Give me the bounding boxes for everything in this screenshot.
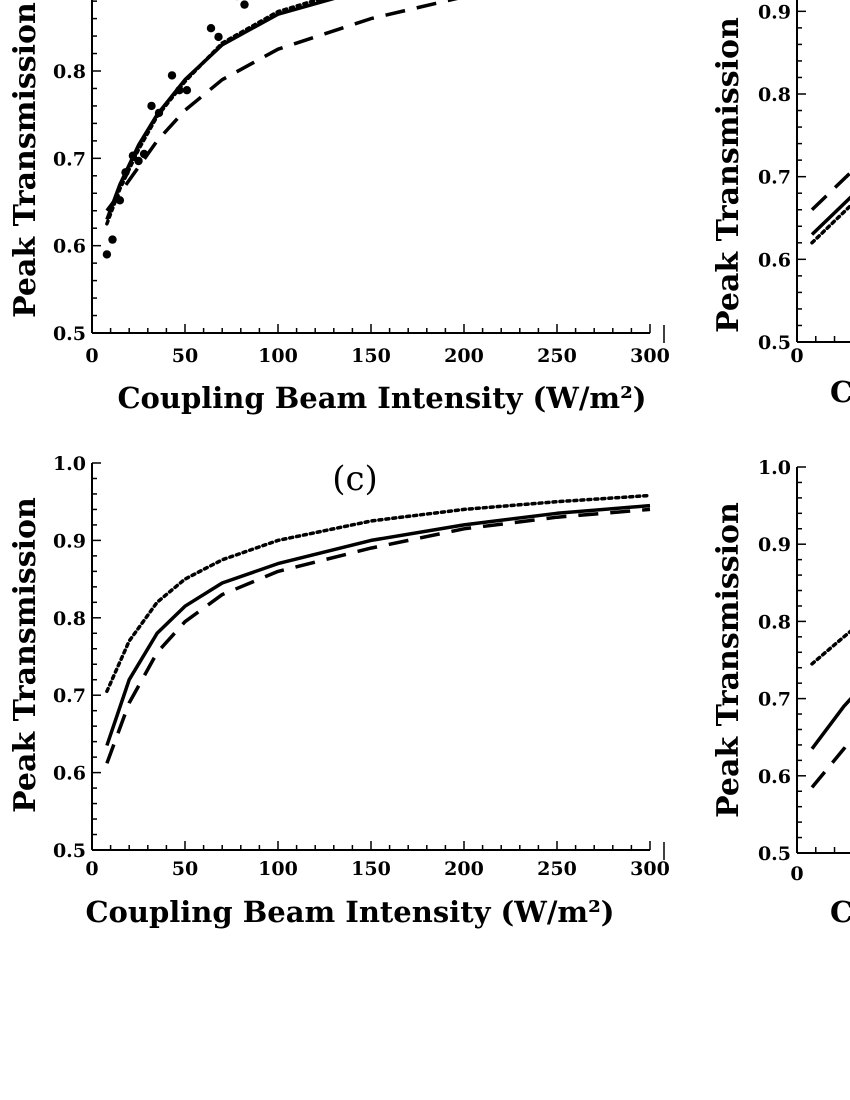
- panel-a-data-point: [115, 196, 125, 205]
- panel-a-data-point: [108, 235, 117, 244]
- panel-a-data-point: [182, 86, 192, 95]
- panel-c-y-tick-label: 0.5: [53, 840, 86, 862]
- panel-a-data-point: [134, 156, 143, 166]
- panel-b-y-tick-label: 0.7: [758, 167, 791, 189]
- panel-d-y-tick-label: 0.9: [758, 534, 791, 556]
- panel-b-series-dashed: [810, 170, 850, 211]
- panel-a-data-point: [167, 71, 177, 80]
- panel-c-y-tick-label: 0.8: [53, 608, 86, 630]
- panel-c-series-solid: [105, 503, 651, 747]
- panel-c-series-dotted: [105, 493, 652, 694]
- panel-c-y-tick-label: 0.6: [53, 763, 86, 785]
- panel-d-series-solid: [810, 697, 850, 750]
- panel-c-x-tick-label: 200: [444, 858, 484, 880]
- panel-d-x-tick-label: 0: [790, 863, 803, 885]
- panel-a-series-dashed: [105, 0, 459, 212]
- panel-c-x-axis-title: Coupling Beam Intensity (W/m²): [85, 895, 614, 929]
- panel-a-data-point: [240, 0, 249, 9]
- panel-a-data-point: [175, 86, 184, 95]
- panel-d-y-axis-title: Peak Transmission: [711, 502, 746, 818]
- panel-d-x-axis-title: C: [830, 895, 850, 929]
- panel-b-y-tick-label: 0.9: [758, 1, 791, 23]
- panel-a-x-tick-label: 250: [537, 345, 577, 367]
- panel-d-series-dashed: [810, 738, 850, 789]
- panel-d-y-tick-label: 0.5: [758, 843, 791, 865]
- panel-c-x-tick-label: 250: [537, 858, 577, 880]
- panel-c-x-tick-label: 0: [85, 858, 98, 880]
- panel-c-series-dashed: [105, 507, 651, 764]
- panel-a-series-dotted: [105, 0, 323, 226]
- panel-c-x-tick-label: 150: [351, 858, 391, 880]
- panel-d-series-dotted: [810, 629, 850, 666]
- panel-b-y-tick-label: 0.5: [758, 332, 791, 354]
- panel-a-x-tick-label: 100: [258, 345, 298, 367]
- panel-a-data-point: [206, 24, 216, 33]
- panel-a-y-tick-label: 0.7: [53, 148, 86, 170]
- panel-a-data-point: [139, 149, 149, 159]
- panel-a-data-point: [121, 168, 130, 177]
- panel-b-y-axis-title: Peak Transmission: [711, 17, 746, 333]
- panel-a-x-tick-label: 300: [630, 345, 670, 367]
- panel-b-series-dotted: [810, 203, 850, 245]
- panel-b-y-tick-label: 0.6: [758, 249, 791, 271]
- panel-c-x-tick-label: 50: [172, 858, 198, 880]
- panel-d-y-tick-label: 0.6: [758, 766, 791, 788]
- panel-c-y-tick-label: 0.7: [53, 685, 86, 707]
- panel-b-x-tick-label: 0: [790, 345, 803, 367]
- panel-a-x-tick-label: 200: [444, 345, 484, 367]
- panel-a-y-tick-label: 0.6: [53, 236, 86, 258]
- panel-c-y-tick-label: 1.0: [53, 453, 86, 475]
- panel-d-y-tick-label: 1.0: [758, 457, 791, 479]
- panel-a-data-point: [128, 151, 138, 160]
- panel-c-y-tick-label: 0.9: [53, 530, 86, 552]
- panel-a-data-point: [214, 32, 223, 42]
- panel-a-data-point: [154, 108, 164, 118]
- panel-c-y-axis-title: Peak Transmission: [8, 497, 43, 813]
- panel-a-x-axis-title: Coupling Beam Intensity (W/m²): [117, 381, 646, 415]
- panel-a-y-tick-label: 0.5: [53, 323, 86, 345]
- panel-c-x-tick-label: 100: [258, 858, 298, 880]
- panel-d-y-tick-label: 0.7: [758, 689, 791, 711]
- panel-a-x-tick-label: 50: [172, 345, 198, 367]
- panel-c-panel-label: (c): [332, 459, 378, 499]
- panel-a-y-tick-label: 0.8: [53, 61, 86, 83]
- panel-b-x-axis-title: C: [830, 375, 850, 409]
- panel-a-data-point: [147, 101, 156, 111]
- panel-a-data-point: [102, 250, 112, 259]
- panel-a-x-tick-label: 0: [85, 345, 98, 367]
- panel-a-x-tick-label: 150: [351, 345, 391, 367]
- panel-b-y-tick-label: 0.8: [758, 84, 791, 106]
- panel-c-x-tick-label: 300: [630, 858, 670, 880]
- panel-a-y-axis-title: Peak Transmission: [8, 2, 43, 318]
- panel-d-y-tick-label: 0.8: [758, 611, 791, 633]
- panel-b-series-solid: [810, 195, 850, 236]
